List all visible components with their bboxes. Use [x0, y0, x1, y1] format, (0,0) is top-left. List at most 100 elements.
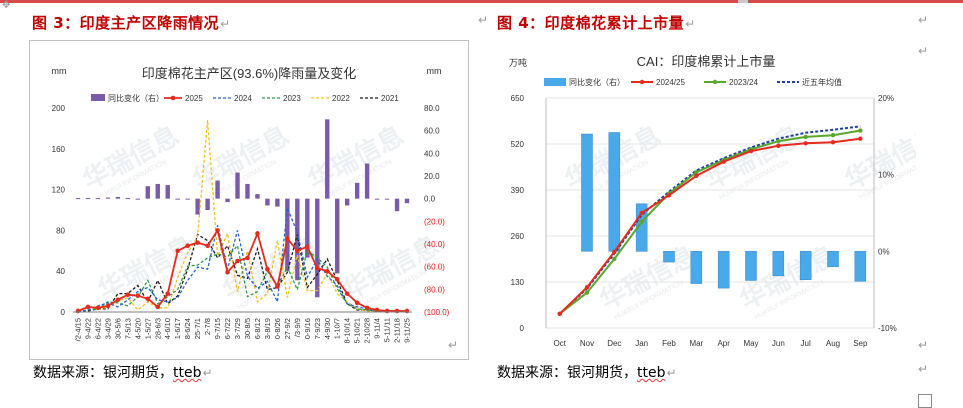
legend-label: 2025 [185, 94, 203, 103]
right-bar-yoy [690, 251, 703, 284]
left-bar-yoy [165, 185, 170, 199]
right-bar-yoy [827, 251, 839, 267]
left-point-2025 [165, 291, 171, 296]
right-source: 数据来源：银河期货，tteb↵ [497, 365, 677, 381]
right-point-2024/25 [776, 143, 781, 148]
right-point-2024/25 [748, 148, 754, 154]
left-bar-yoy [394, 198, 400, 212]
left-bar-yoy [115, 196, 121, 199]
left-bar-yoy [364, 163, 370, 199]
right-chart-title: CAI：印度棉累计上市量 [637, 54, 776, 69]
left-bar-yoy [374, 198, 380, 200]
right-ytick-left: 130 [511, 278, 525, 287]
right-point-2024/25 [584, 285, 590, 290]
right-point-2024/25 [803, 141, 808, 146]
left-xtick-label: 9-11/4 [373, 318, 382, 339]
right-xtick-label: Jun [772, 339, 785, 348]
right-point-2024/25 [557, 311, 562, 317]
right-point-2023/24 [584, 290, 590, 295]
move-handle-icon[interactable]: ✥ [2, 0, 11, 11]
left-point-2025 [245, 255, 250, 261]
legend-swatch-marker [170, 95, 176, 101]
left-xtick-label: 28-6/3 [153, 318, 162, 339]
right-ytick-left: 0 [520, 324, 525, 333]
right-ytick-right: 0% [878, 247, 890, 256]
right-ytick-right: 10% [878, 171, 894, 180]
paragraph-mark-icon: ↵ [918, 338, 929, 352]
right-heading: 图 4：印度棉花累计上市量↵ [497, 14, 696, 32]
left-point-2025 [334, 277, 340, 282]
left-xtick-label: 1-6/17 [173, 318, 182, 339]
right-point-2024/25 [612, 249, 617, 255]
paragraph-mark-icon: ↵ [220, 17, 231, 31]
left-xtick-label: 7-5/13 [123, 318, 132, 339]
left-line-2025 [77, 228, 407, 312]
legend-label: 2024 [234, 94, 252, 103]
paragraph-mark-icon: ↵ [478, 13, 489, 27]
left-bar-yoy [155, 183, 160, 199]
left-bar-yoy [265, 198, 270, 206]
left-point-2025 [115, 297, 121, 303]
left-xtick-label: 8-6/24 [183, 318, 192, 339]
left-point-2025 [384, 308, 390, 314]
left-ytick-right: 20.0 [424, 172, 440, 181]
left-bar-yoy [295, 198, 300, 281]
left-point-2025 [145, 296, 151, 302]
right-xtick-label: Sep [853, 339, 868, 348]
right-bar-yoy [717, 251, 730, 289]
legend-swatch-bar [544, 78, 566, 86]
left-point-2025 [344, 291, 350, 296]
right-xtick-label: Feb [662, 339, 676, 348]
left-bar-yoy [325, 119, 330, 199]
legend-label: 2021 [381, 94, 399, 103]
right-point-2024/25 [830, 140, 836, 145]
left-bar-yoy [354, 182, 360, 199]
left-point-2025 [374, 307, 380, 313]
left-xtick-label: 9-4/22 [83, 318, 92, 339]
left-ytick-right: 80.0 [424, 104, 440, 113]
right-point-2023/24 [803, 134, 808, 140]
right-xtick-label: Jul [801, 339, 811, 348]
left-ylabel-left: mm [52, 66, 67, 76]
left-point-2025 [185, 243, 190, 248]
left-point-2025 [225, 269, 230, 275]
left-bar-yoy [344, 198, 350, 206]
right-bar-yoy [772, 251, 785, 277]
left-bar-yoy [315, 198, 320, 298]
right-xtick-label: Mar [689, 339, 703, 348]
right-chart-frame [496, 40, 916, 360]
right-xtick-label: Aug [826, 339, 840, 348]
left-xtick-label: 4-5/20 [133, 318, 142, 339]
left-point-2025 [324, 268, 330, 274]
right-line-2023/24 [559, 129, 861, 315]
left-point-2025 [295, 248, 300, 254]
left-xtick-label: 9-11/25 [403, 318, 412, 343]
right-ytick-right: -10% [878, 324, 897, 333]
left-point-2025 [215, 228, 220, 233]
right-bar-yoy [581, 133, 593, 252]
left-line-2022 [77, 120, 407, 313]
left-bar-yoy [235, 172, 240, 199]
legend-swatch-marker [712, 79, 718, 85]
left-point-2025 [314, 265, 320, 271]
corner-box [918, 394, 932, 408]
left-point-2025 [275, 284, 280, 289]
left-line-2023 [77, 244, 407, 313]
legend-label: 同比变化（右） [108, 93, 164, 103]
legend-swatch-bar [91, 94, 105, 101]
left-xtick-label: /2-4/15 [73, 318, 82, 341]
ruler-marker [738, 0, 748, 3]
right-ytick-left: 520 [511, 140, 525, 149]
left-ytick-right: 60.0 [424, 127, 440, 136]
legend-label: 同比变化（右） [569, 77, 625, 87]
left-point-2025 [95, 305, 101, 311]
left-xtick-label: 1-10/7 [333, 318, 342, 339]
right-bar-yoy [745, 251, 757, 281]
left-xtick-label: 2-11/18 [393, 318, 402, 343]
left-point-2025 [155, 304, 161, 310]
left-xtick-label: 25-7/1 [193, 318, 202, 339]
right-ytick-left: 390 [511, 186, 525, 195]
left-point-2025 [404, 308, 410, 314]
right-point-2023/24 [776, 138, 781, 144]
